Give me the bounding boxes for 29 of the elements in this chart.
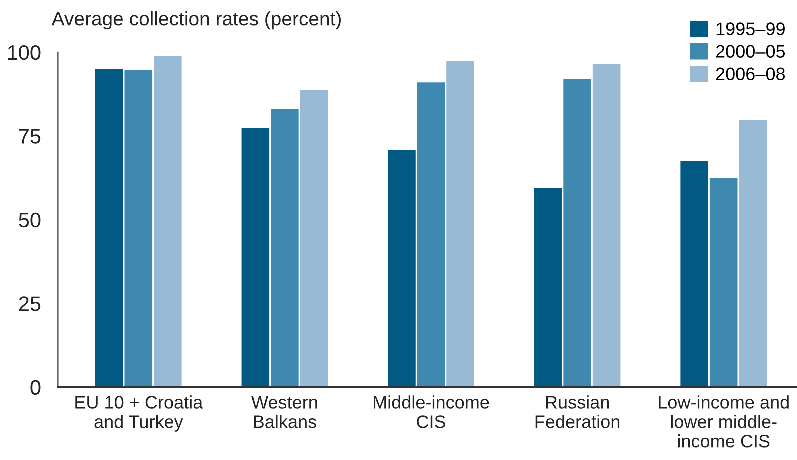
bar [534, 188, 562, 388]
bar [271, 109, 299, 388]
x-tick-label: Russian Federation [536, 396, 620, 428]
bar [710, 178, 738, 388]
bar [417, 82, 446, 388]
bar [300, 90, 328, 388]
x-tick-label: Western Balkans [252, 396, 318, 428]
y-tick-label: 0 [30, 380, 41, 396]
x-tick-label: Middle-income CIS [374, 396, 490, 428]
bar [446, 61, 474, 388]
bar [680, 161, 708, 388]
legend-label: 2006–08 [716, 68, 786, 81]
y-tick-label: 100 [8, 45, 41, 60]
legend-label: 1995–99 [716, 22, 785, 36]
bar [124, 70, 153, 388]
bar [739, 120, 768, 388]
bar [242, 128, 270, 388]
x-tick-label: Low-income and lower middle- income CIS [659, 396, 789, 448]
bar [564, 79, 592, 388]
bar [388, 150, 416, 388]
y-axis-title: Average collection rates (percent) [52, 12, 341, 30]
y-tick-label: 25 [19, 296, 41, 312]
y-tick-label: 75 [19, 129, 41, 144]
bar [154, 56, 182, 388]
legend-label: 2000–05 [716, 45, 786, 58]
x-tick-label: EU 10 + Croatia and Turkey [76, 396, 204, 432]
bar [95, 69, 124, 388]
y-tick-label: 50 [19, 212, 41, 228]
bar [592, 64, 621, 388]
